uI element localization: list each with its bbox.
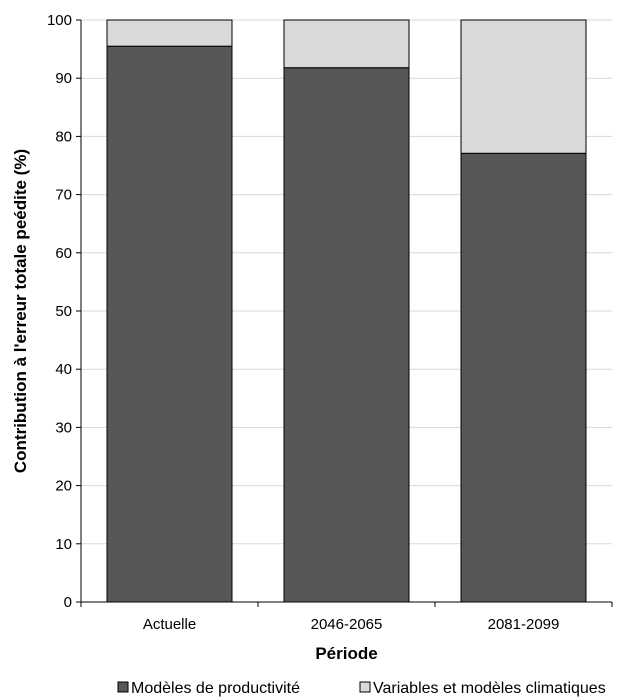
x-tick-label: 2046-2065 bbox=[311, 616, 383, 633]
y-tick-label: 60 bbox=[55, 245, 72, 262]
bar-segment-climatique-1 bbox=[283, 19, 410, 69]
bar-segment-productivite-2 bbox=[460, 152, 587, 603]
bar-segment-climatique-2 bbox=[460, 19, 587, 154]
legend-label-variables-climatiques: Variables et modèles climatiques bbox=[373, 680, 606, 697]
legend: Modèles de productivité Variables et mod… bbox=[117, 680, 606, 697]
y-tick-label: 90 bbox=[55, 70, 72, 87]
x-tick-label: Actuelle bbox=[143, 616, 196, 633]
y-tick-label: 20 bbox=[55, 478, 72, 495]
y-tick-label: 100 bbox=[47, 12, 72, 29]
bar-segment-productivite-1 bbox=[283, 67, 410, 603]
y-tick-label: 50 bbox=[55, 303, 72, 320]
bars bbox=[106, 19, 587, 603]
y-tick-label: 0 bbox=[64, 594, 72, 611]
axes bbox=[76, 19, 613, 607]
legend-swatch-modeles-productivite bbox=[117, 681, 129, 693]
y-tick-label: 10 bbox=[55, 536, 72, 553]
y-tick-label: 70 bbox=[55, 187, 72, 204]
y-axis-title: Contribution à l'erreur totale peédite (… bbox=[11, 149, 30, 473]
x-tick-labels: Actuelle 2046-2065 2081-2099 bbox=[143, 616, 560, 633]
y-tick-label: 80 bbox=[55, 128, 72, 145]
legend-swatch-variables-climatiques bbox=[359, 681, 371, 693]
legend-label-modeles-productivite: Modèles de productivité bbox=[131, 680, 300, 697]
y-tick-labels: 0 10 20 30 40 50 60 70 80 90 100 bbox=[47, 12, 72, 611]
x-tick-label: 2081-2099 bbox=[488, 616, 560, 633]
y-tick-label: 30 bbox=[55, 419, 72, 436]
bar-segment-climatique-0 bbox=[106, 19, 233, 47]
bar-segment-productivite-0 bbox=[106, 45, 233, 603]
x-axis-title: Période bbox=[315, 644, 377, 663]
y-tick-label: 40 bbox=[55, 361, 72, 378]
